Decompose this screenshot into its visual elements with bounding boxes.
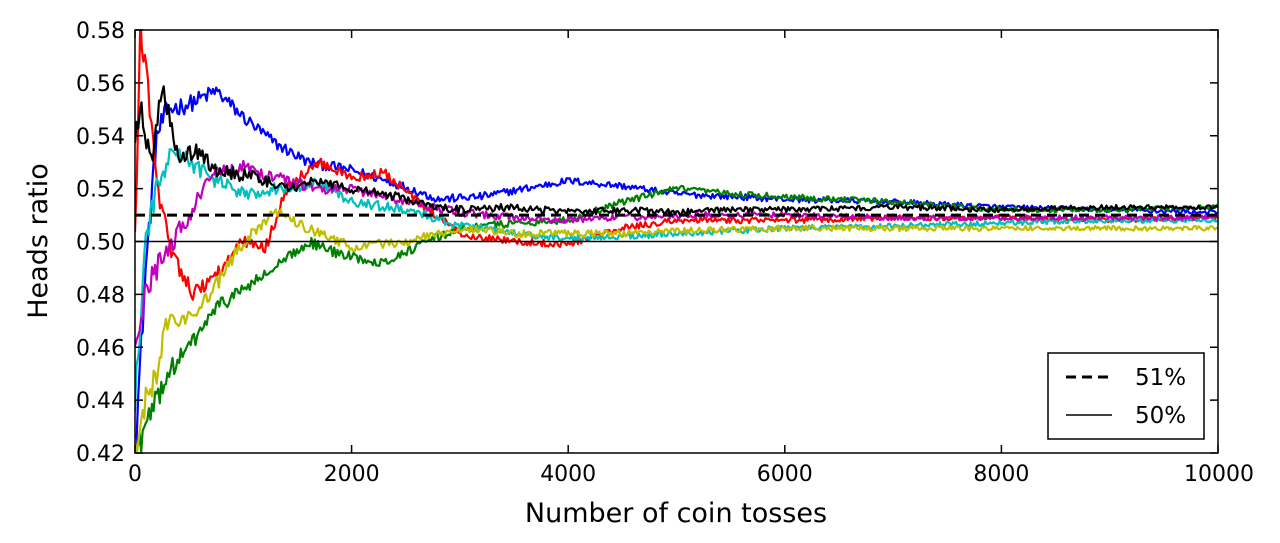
x-tick-label: 4000 [540,462,596,487]
y-tick-label: 0.44 [76,389,125,414]
series-line-7 [135,85,1218,217]
y-tick-label: 0.50 [76,231,125,256]
legend: 51% 50% [1047,352,1205,440]
y-tick-label: 0.58 [76,19,125,44]
series-line-5 [135,159,1218,347]
y-axis-ticks: 0.42 0.44 0.46 0.48 0.50 0.52 0.54 0.56 0.58 [76,19,1218,467]
series-line-2 [135,184,1218,453]
x-axis-ticks: 0 2000 4000 6000 8000 10000 [128,30,1254,487]
y-tick-label: 0.52 [76,178,125,203]
y-tick-label: 0.42 [76,442,125,467]
y-axis-label: Heads ratio [23,163,54,319]
legend-frame [1047,352,1205,440]
series-line-4 [135,148,1218,412]
legend-label-50: 50% [1135,403,1186,429]
x-tick-label: 10000 [1184,462,1254,487]
legend-label-51: 51% [1135,365,1186,391]
x-tick-label: 2000 [324,462,380,487]
series-line-6 [135,208,1218,453]
x-tick-label: 0 [128,462,142,487]
y-tick-label: 0.54 [76,125,125,150]
y-tick-label: 0.56 [76,72,125,97]
y-tick-label: 0.46 [76,336,125,361]
x-tick-label: 8000 [973,462,1029,487]
x-axis-label: Number of coin tosses [525,498,827,529]
reference-layer [135,213,1218,243]
series-line-3 [135,30,1218,301]
x-tick-label: 6000 [757,462,813,487]
series-layer [135,30,1218,453]
y-tick-label: 0.48 [76,283,125,308]
